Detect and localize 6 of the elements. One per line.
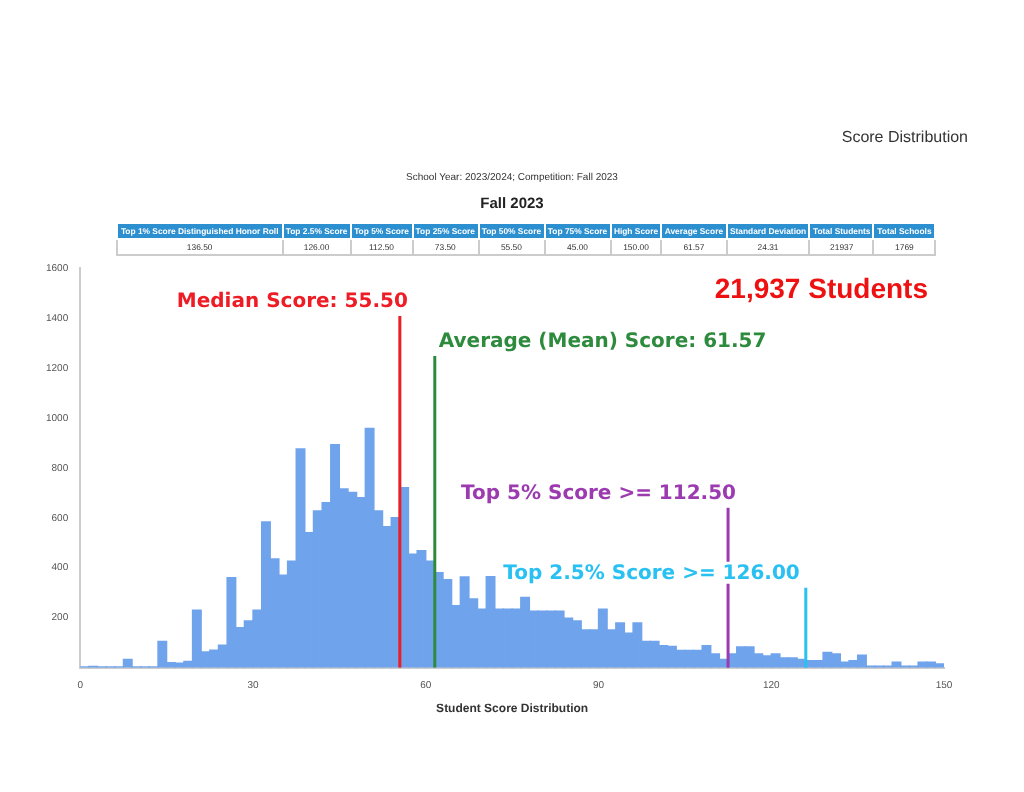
ref-line-label: Top 5% Score >= 112.50 — [461, 482, 737, 505]
ref-line-label: Top 2.5% Score >= 126.00 — [503, 562, 800, 585]
ref-line-label: Median Score: 55.50 — [176, 291, 408, 314]
text: Score Distribution — [841, 128, 968, 146]
ref-line-label: Average (Mean) Score: 61.57 — [438, 331, 767, 354]
annotation: 21,937 Students — [714, 272, 928, 304]
